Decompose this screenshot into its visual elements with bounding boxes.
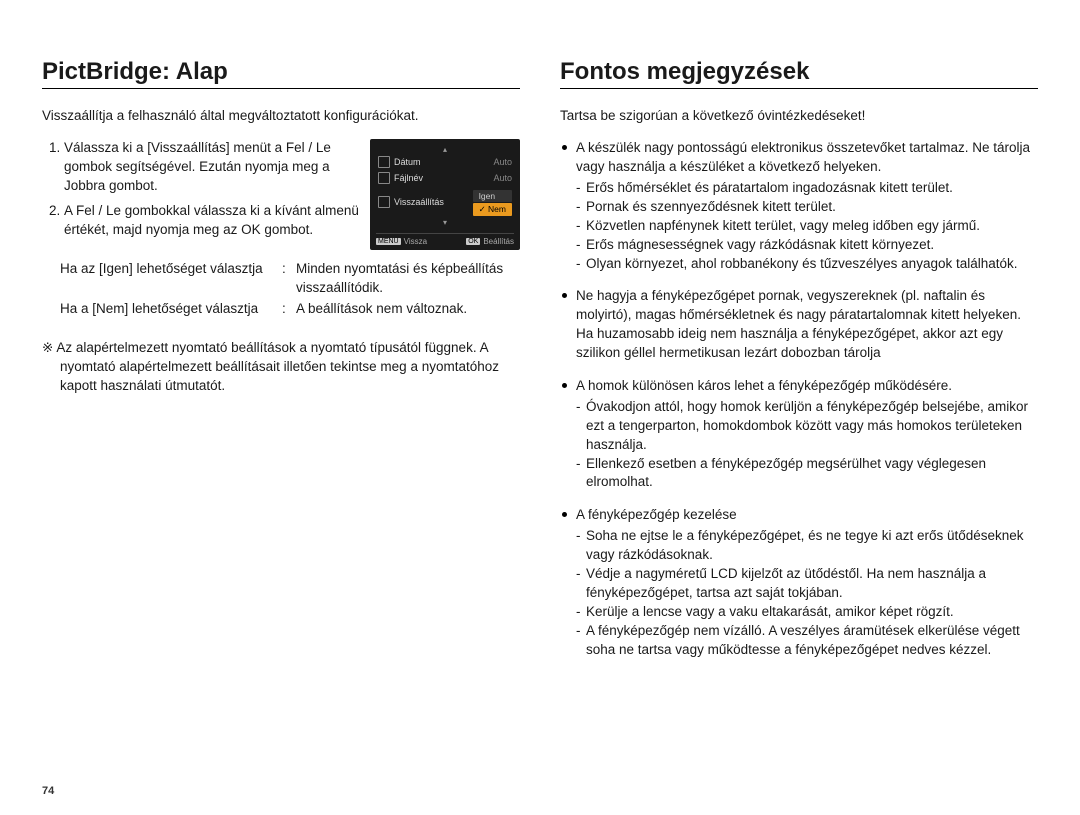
notice-sublist: Erős hőmérséklet és páratartalom ingadoz… — [576, 179, 1038, 273]
panel-row-label: Visszaállítás — [394, 197, 444, 207]
row-icon — [378, 172, 390, 184]
panel-row: Visszaállítás Igen✓ Nem — [376, 186, 514, 218]
left-intro: Visszaállítja a felhasználó által megvál… — [42, 107, 520, 125]
panel-row-value: Auto — [493, 173, 512, 183]
notice-subitem: Olyan környezet, ahol robbanékony és tűz… — [576, 255, 1038, 274]
notice-item: A fényképezőgép kezelése Soha ne ejtse le… — [560, 506, 1038, 659]
panel-row: Fájlnév Auto — [376, 170, 514, 186]
panel-option: ✓ Nem — [473, 203, 512, 216]
ok-tag: OK — [466, 238, 480, 245]
def-left: Ha a [Nem] lehetőséget választja — [60, 300, 278, 319]
panel-row-label: Dátum — [394, 157, 421, 167]
row-icon — [378, 196, 390, 208]
camera-menu-panel: ▴ Dátum Auto Fájlnév Auto Visszaállítás Igen✓… — [370, 139, 520, 250]
panel-row-label: Fájlnév — [394, 173, 423, 183]
footnote: ※ Az alapértelmezett nyomtató beállításo… — [42, 339, 520, 396]
notice-item: Ne hagyja a fényképezőgépet pornak, vegy… — [560, 287, 1038, 363]
step-item: A Fel / Le gombokkal válassza ki a kíván… — [64, 202, 360, 240]
panel-row: Dátum Auto — [376, 154, 514, 170]
notice-subitem: Erős mágnesességnek vagy rázkódásnak kit… — [576, 236, 1038, 255]
definition-block: Ha az [Igen] lehetőséget választja:Minde… — [42, 260, 520, 319]
notice-subitem: Soha ne ejtse le a fényképezőgépet, és n… — [576, 527, 1038, 565]
notice-item: A homok különösen káros lehet a fényképe… — [560, 377, 1038, 492]
panel-row-value: Auto — [493, 157, 512, 167]
right-title: Fontos megjegyzések — [560, 58, 1038, 89]
panel-option: Igen — [473, 190, 512, 202]
page-number: 74 — [42, 785, 54, 797]
note-text: Az alapértelmezett nyomtató beállítások … — [56, 340, 499, 393]
notice-text: A fényképezőgép kezelése — [576, 506, 1038, 525]
definition-row: Ha a [Nem] lehetőséget választja:A beáll… — [60, 300, 520, 319]
notice-text: Ne hagyja a fényképezőgépet pornak, vegy… — [576, 287, 1038, 363]
notice-list: A készülék nagy pontosságú elektronikus … — [560, 139, 1038, 659]
right-intro: Tartsa be szigorúan a következő óvintézk… — [560, 107, 1038, 125]
left-column: PictBridge: Alap Visszaállítja a felhasz… — [42, 58, 520, 795]
notice-subitem: Óvakodjon attól, hogy homok kerüljön a f… — [576, 398, 1038, 455]
note-symbol: ※ — [42, 340, 53, 355]
notice-subitem: A fényképezőgép nem vízálló. A veszélyes… — [576, 622, 1038, 660]
notice-subitem: Védje a nagyméretű LCD kijelzőt az ütődé… — [576, 565, 1038, 603]
back-label: Vissza — [404, 237, 427, 246]
notice-subitem: Közvetlen napfénynek kitett terület, vag… — [576, 217, 1038, 236]
def-right: Minden nyomtatási és képbeállítás vissza… — [296, 260, 520, 298]
notice-subitem: Kerülje a lencse vagy a vaku eltakarását… — [576, 603, 1038, 622]
notice-subitem: Erős hőmérséklet és páratartalom ingadoz… — [576, 179, 1038, 198]
notice-sublist: Óvakodjon attól, hogy homok kerüljön a f… — [576, 398, 1038, 492]
chevron-down-icon: ▾ — [376, 218, 514, 227]
menu-tag: MENU — [376, 238, 401, 245]
notice-text: A készülék nagy pontosságú elektronikus … — [576, 139, 1038, 177]
row-icon — [378, 156, 390, 168]
set-label: Beállítás — [483, 237, 514, 246]
notice-text: A homok különösen káros lehet a fényképe… — [576, 377, 1038, 396]
step-item: Válassza ki a [Visszaállítás] menüt a Fe… — [64, 139, 360, 196]
step-list: Válassza ki a [Visszaállítás] menüt a Fe… — [42, 139, 360, 245]
right-column: Fontos megjegyzések Tartsa be szigorúan … — [560, 58, 1038, 795]
def-left: Ha az [Igen] lehetőséget választja — [60, 260, 278, 298]
notice-subitem: Ellenkező esetben a fényképezőgép megsér… — [576, 455, 1038, 493]
notice-subitem: Pornak és szennyeződésnek kitett terület… — [576, 198, 1038, 217]
left-title: PictBridge: Alap — [42, 58, 520, 89]
definition-row: Ha az [Igen] lehetőséget választja:Minde… — [60, 260, 520, 298]
chevron-up-icon: ▴ — [376, 145, 514, 154]
def-right: A beállítások nem változnak. — [296, 300, 520, 319]
notice-item: A készülék nagy pontosságú elektronikus … — [560, 139, 1038, 273]
notice-sublist: Soha ne ejtse le a fényképezőgépet, és n… — [576, 527, 1038, 659]
